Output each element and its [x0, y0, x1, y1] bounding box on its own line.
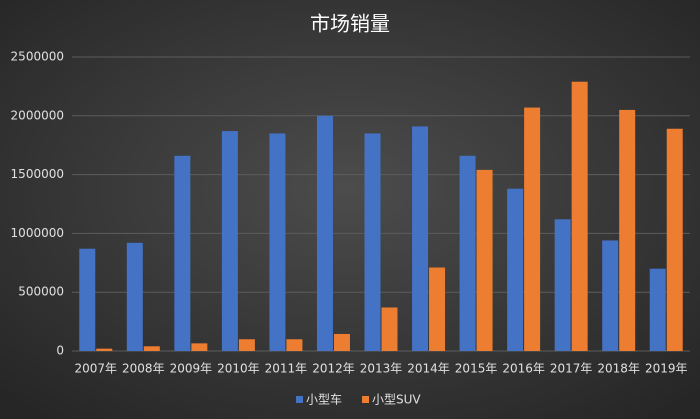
bar [554, 219, 571, 351]
bar [412, 126, 429, 351]
y-tick-label: 2500000 [11, 50, 64, 64]
x-tick-label: 2008年 [122, 362, 165, 376]
bar [79, 248, 96, 351]
x-tick-label: 2018年 [597, 362, 640, 376]
y-tick-label: 500000 [18, 285, 64, 299]
x-tick-label: 2016年 [502, 362, 545, 376]
bar [619, 109, 636, 351]
x-tick-label: 2014年 [407, 362, 450, 376]
x-tick-label: 2010年 [217, 362, 260, 376]
bar [286, 339, 303, 351]
bar [364, 133, 381, 351]
x-tick-label: 2013年 [360, 362, 403, 376]
bar [174, 155, 191, 351]
x-tick-label: 2017年 [550, 362, 593, 376]
bar [459, 155, 476, 351]
legend-swatch [296, 396, 303, 403]
bar [602, 240, 619, 351]
y-tick-label: 2000000 [11, 108, 64, 122]
bar [191, 343, 208, 351]
x-tick-label: 2015年 [455, 362, 498, 376]
legend-label: 小型SUV [372, 393, 421, 407]
x-tick-label: 2019年 [645, 362, 688, 376]
bar [571, 81, 588, 352]
x-tick-label: 2011年 [265, 362, 308, 376]
legend-label: 小型车 [306, 392, 342, 407]
y-tick-label: 1000000 [11, 226, 64, 240]
bar [316, 115, 333, 351]
x-tick-label: 2012年 [312, 362, 355, 376]
bar [649, 268, 666, 351]
bar [96, 348, 113, 351]
bar [221, 131, 238, 351]
bar [143, 346, 160, 351]
legend-swatch [362, 396, 370, 403]
bar [238, 339, 255, 351]
bar [381, 307, 398, 351]
chart-title: 市场销量 [310, 12, 390, 36]
x-tick-label: 2007年 [74, 362, 117, 376]
bar [333, 333, 350, 351]
bar [666, 128, 683, 351]
x-tick-label: 2009年 [170, 362, 213, 376]
y-tick-label: 1500000 [11, 167, 64, 181]
bar [507, 188, 524, 351]
y-tick-label: 0 [56, 344, 64, 358]
bar [476, 169, 493, 351]
bar [429, 267, 446, 351]
bar [524, 107, 541, 352]
bar [269, 133, 286, 351]
bar [126, 242, 143, 351]
